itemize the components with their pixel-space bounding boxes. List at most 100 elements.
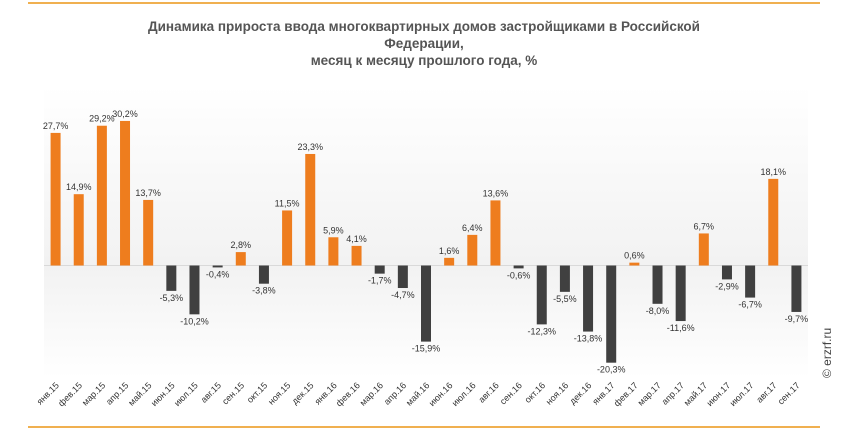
data-label: -2,9% (715, 281, 739, 291)
tick-label: окт.15 (245, 380, 270, 405)
data-label: -0,4% (206, 269, 230, 279)
data-label: 0,6% (624, 251, 645, 261)
bar (120, 120, 131, 266)
data-label: 23,3% (297, 142, 323, 152)
data-label: 27,7% (43, 121, 69, 131)
category-labels: янв.15фев.15мар.15апр.15май.15июн.15июл.… (35, 380, 802, 408)
bar (675, 265, 686, 322)
bar (397, 265, 408, 289)
tick-label: май.15 (126, 380, 153, 407)
bar (50, 132, 61, 266)
bar (166, 265, 177, 291)
data-label: 2,8% (231, 240, 252, 250)
tick-label: июн.15 (149, 380, 177, 408)
data-label: -5,5% (553, 294, 577, 304)
tick-label: май.16 (404, 380, 431, 407)
bar (258, 265, 269, 284)
tick-label: дек.15 (290, 380, 316, 406)
tick-label: июн.16 (427, 380, 455, 408)
tick-label: мар.17 (636, 380, 663, 407)
top-rule (28, 2, 820, 4)
tick-label: апр.17 (660, 380, 686, 406)
chart-title: Динамика прироста ввода многоквартирных … (0, 18, 848, 69)
data-label: 11,5% (275, 198, 300, 208)
bar (629, 262, 640, 266)
tick-label: июл.17 (728, 380, 756, 408)
bar (444, 257, 455, 266)
tick-label: фев.16 (334, 380, 362, 408)
tick-label: июл.15 (172, 380, 200, 408)
data-label: -11,6% (667, 323, 695, 333)
tick-label: авг.15 (199, 380, 223, 404)
bar (328, 237, 339, 266)
chart-title-line-1: Динамика прироста ввода многоквартирных … (148, 19, 700, 34)
data-label: -6,7% (738, 300, 762, 310)
data-label: -8,0% (646, 306, 670, 316)
bar (745, 265, 756, 298)
tick-label: авг.16 (476, 380, 500, 404)
bar (536, 265, 547, 325)
bar (421, 265, 431, 342)
bar (559, 265, 570, 292)
data-label: 29,2% (89, 114, 115, 124)
data-label: 13,7% (135, 188, 161, 198)
bar (351, 245, 362, 266)
data-label: 5,9% (323, 225, 344, 235)
data-label: -15,9% (412, 344, 441, 354)
bar (698, 233, 709, 266)
bar (583, 265, 594, 332)
tick-label: июл.16 (450, 380, 478, 408)
tick-label: фев.15 (56, 380, 84, 408)
bar (652, 265, 663, 304)
bar (305, 153, 316, 266)
bar (721, 265, 732, 280)
data-label: -0,6% (507, 270, 531, 280)
tick-label: сен.16 (498, 380, 524, 406)
bar (189, 265, 200, 315)
bar (791, 265, 802, 312)
bar (374, 265, 385, 274)
tick-label: дек.16 (568, 380, 594, 406)
watermark: © erzrf.ru (820, 327, 834, 378)
data-label: 6,7% (694, 221, 715, 231)
tick-label: мар.15 (80, 380, 107, 407)
tick-label: апр.15 (104, 380, 130, 406)
data-label: 13,6% (483, 188, 509, 198)
tick-label: июн.17 (705, 380, 733, 408)
data-label: -12,3% (527, 326, 556, 336)
bar (513, 265, 524, 269)
bar (235, 252, 246, 266)
bottom-rule (28, 426, 820, 428)
plot-background-positive (44, 86, 808, 266)
chart-title-line-3: месяц к месяцу прошлого года, % (310, 53, 538, 68)
bar (143, 199, 154, 266)
tick-label: авг.17 (754, 380, 778, 404)
bar (282, 210, 293, 266)
bar (606, 265, 617, 363)
tick-label: май.17 (682, 380, 709, 407)
bar (768, 178, 779, 266)
data-label: 30,2% (112, 109, 138, 119)
data-label: -20,3% (597, 365, 626, 375)
chart-title-line-2: Федерации, (384, 36, 464, 51)
data-label: 18,1% (761, 167, 787, 177)
bar (467, 234, 478, 266)
data-label: 1,6% (439, 246, 460, 256)
bar (490, 200, 501, 266)
data-label: -9,7% (785, 314, 809, 324)
tick-label: сен.17 (776, 380, 802, 406)
data-label: 6,4% (462, 223, 483, 233)
data-label: 14,9% (66, 182, 92, 192)
data-label: -1,7% (368, 276, 392, 286)
tick-label: фев.17 (612, 380, 640, 408)
tick-label: окт.16 (523, 380, 548, 405)
bar (73, 194, 84, 266)
data-label: 4,1% (346, 234, 367, 244)
value-labels: 27,7% 14,9% 29,2%30,2% 13,7% -5,3% -10,2% -0,4… (43, 109, 808, 375)
tick-label: ноя.15 (266, 380, 292, 406)
bar (212, 265, 223, 268)
data-label: -3,8% (252, 286, 276, 296)
bar (96, 125, 107, 266)
